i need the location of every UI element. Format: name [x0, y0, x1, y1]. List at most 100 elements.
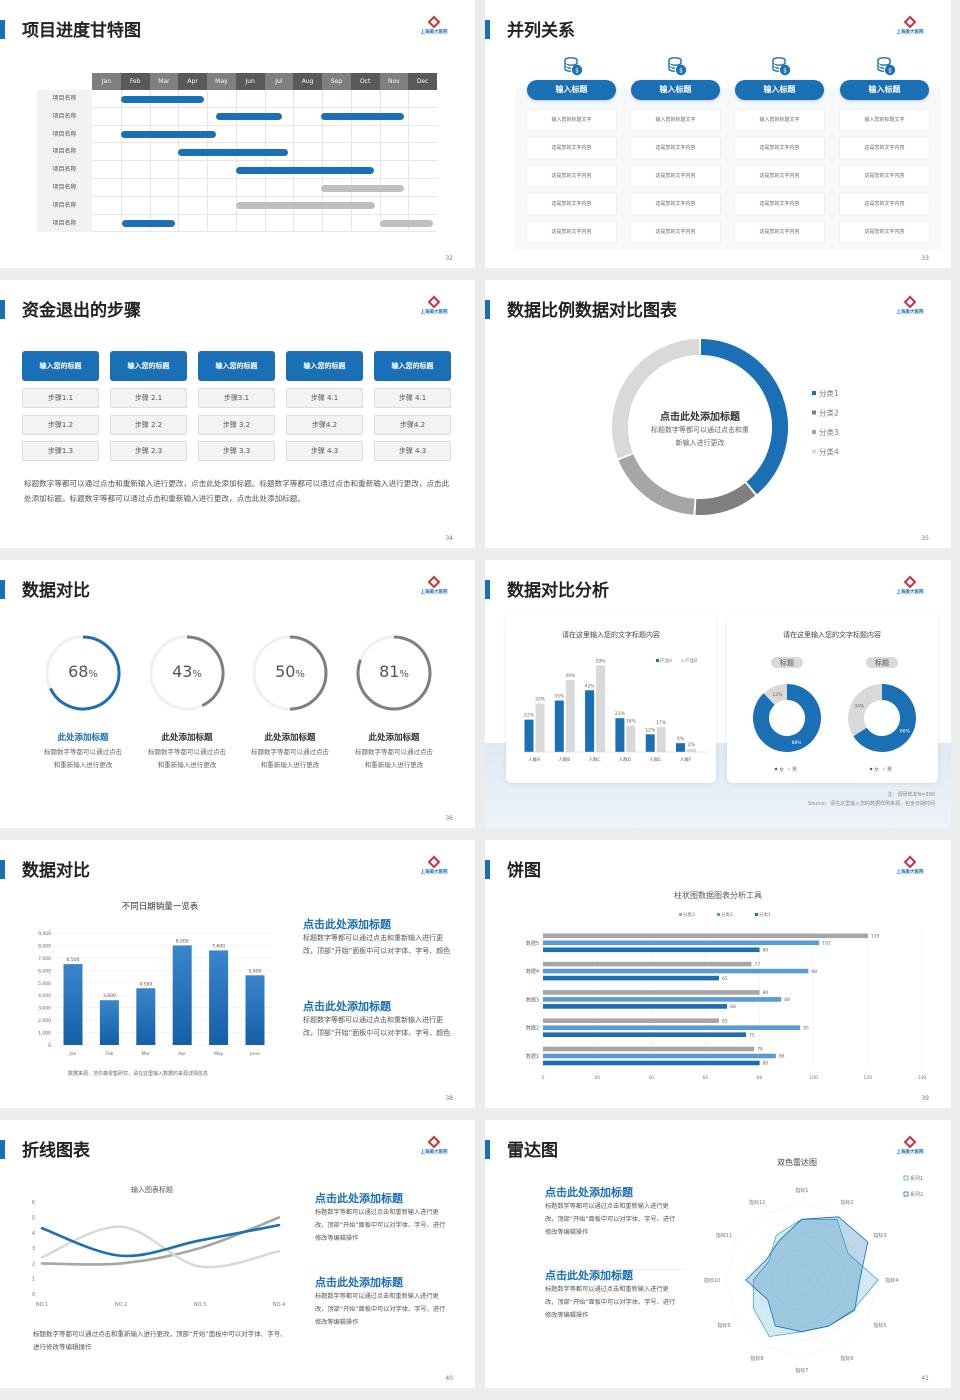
gantt-bar[interactable]: [120, 95, 205, 103]
step-box[interactable]: 步骤 4.1: [286, 388, 363, 408]
column-header-button[interactable]: 输入标题: [527, 80, 616, 100]
slide-32[interactable]: 项目进度甘特图 上海美大医院 32 Jan Feb Mar Apr May Jun Jul Aug S…: [0, 0, 475, 268]
ring-progress-arc: [186, 635, 225, 707]
slide-35[interactable]: 数据比例数据对比图表 上海美大医院 35 分类1 分类2 分类3 分类4 点击此处添加标题 标题…: [485, 280, 951, 548]
step-box[interactable]: 步骤 4.3: [286, 441, 363, 461]
content-cell[interactable]: 输入您的标题文字: [840, 110, 929, 130]
content-cell[interactable]: 这是您的文字内容: [735, 194, 824, 214]
slice-label: 34%: [854, 703, 865, 709]
gantt-bar[interactable]: [320, 113, 404, 121]
slide-41[interactable]: 雷达图 上海美大医院 41 双色雷达图 指标1 指标2 指标3 指标4 指标5 指标6 指标7 指标8…: [485, 1120, 951, 1388]
step-box[interactable]: 步骤 2.1: [110, 388, 187, 408]
grid-line: [149, 143, 151, 162]
content-cell[interactable]: 这是您的文字内容: [631, 222, 720, 242]
y-tick-label: 6: [32, 1200, 35, 1206]
grid-line: [322, 90, 323, 108]
block-heading[interactable]: 点击此处添加标题: [545, 1269, 633, 1282]
legend-label: 男: [792, 767, 797, 773]
column-header-button[interactable]: 输入标题: [735, 80, 824, 100]
bar-产品A: [615, 718, 625, 752]
horizontal-bar-chart: 柱状图数据图表分析工具 0 20 40 60 80 100 120 140 分类3 分类2 分类1 数据…: [526, 890, 927, 1081]
content-cell[interactable]: 输入您的标题文字: [735, 110, 824, 130]
content-cell[interactable]: 这是您的文字内容: [527, 166, 616, 186]
content-cell[interactable]: 这是您的文字内容: [735, 166, 824, 186]
content-cell[interactable]: 输入您的标题文字: [631, 110, 720, 130]
step-box[interactable]: 步骤4.2: [374, 414, 451, 435]
step-box[interactable]: 步骤 4.1: [374, 388, 451, 408]
content-cell[interactable]: 这是您的文字内容: [735, 138, 824, 158]
grid-line: [264, 214, 266, 233]
step-box[interactable]: 步骤3.1: [198, 388, 275, 408]
legend-dot: [869, 767, 873, 771]
content-cell[interactable]: 这是您的文字内容: [527, 194, 616, 214]
bar-data-label: 65: [722, 976, 728, 982]
slide-39[interactable]: 饼图 上海美大医院 39 柱状图数据图表分析工具 0 20 40 60 80 100 120 140 分…: [485, 840, 951, 1108]
content-cell[interactable]: 这是您的文字内容: [631, 138, 720, 158]
slide-37[interactable]: 数据对比分析上海美大医院37请在这里输入您的文字标题内容22%33%人群A35%…: [485, 560, 951, 828]
grid-line: [120, 214, 122, 233]
axis-label: 指标6: [840, 1355, 853, 1362]
block-heading[interactable]: 点击此处添加标题: [315, 1192, 403, 1205]
grid-line: [207, 196, 208, 215]
step-header-button[interactable]: 输入您的标题: [286, 351, 363, 381]
hospital-logo: 上海美大医院: [893, 295, 927, 315]
gantt-bar[interactable]: [178, 148, 288, 156]
gantt-bar[interactable]: [235, 166, 374, 174]
bar-产品A: [676, 743, 685, 752]
slide-33[interactable]: 并列关系 上海美大医院 33 $ 输入标题 输入您的标题文字 这是您的文字内容 这是您的文字内…: [485, 0, 951, 268]
gantt-bar[interactable]: [122, 220, 176, 228]
step-box[interactable]: 步骤4.2: [286, 414, 363, 435]
block-heading[interactable]: 点击此处添加标题: [315, 1276, 403, 1289]
hospital-logo: 上海美大医院: [893, 1135, 927, 1155]
grid-line: [408, 161, 410, 179]
legend-label: 分类4: [819, 447, 839, 457]
step-box[interactable]: 步骤1.2: [22, 414, 99, 435]
slide-40[interactable]: 折线图表 上海美大医院 40 输入图表标题 0 1 2 3 4 5 6 NO.1 NO.2 NO.3 NO.…: [0, 1120, 475, 1388]
bar-分类1: [543, 1060, 760, 1066]
step-header-button[interactable]: 输入您的标题: [374, 351, 451, 381]
content-cell[interactable]: 这是您的文字内容: [527, 222, 616, 242]
block-heading[interactable]: 点击此处添加标题: [303, 1000, 391, 1013]
legend-dot: [787, 767, 791, 771]
slide-36[interactable]: 数据对比 上海美大医院 36 68% 此处添加标题 标题数字等都可以通过点击和重新输入进行…: [0, 560, 475, 828]
step-box[interactable]: 步骤 2.2: [110, 414, 187, 435]
step-box[interactable]: 步骤 2.3: [110, 441, 187, 461]
month-header: Jun: [235, 73, 265, 90]
chart-title: 柱状图数据图表分析工具: [674, 890, 762, 900]
donut-slice-分类3: [618, 454, 695, 515]
content-cell[interactable]: 这是您的文字内容: [631, 166, 720, 186]
gantt-bar[interactable]: [379, 220, 433, 228]
block-heading[interactable]: 点击此处添加标题: [545, 1186, 633, 1199]
content-cell[interactable]: 这是您的文字内容: [631, 194, 720, 214]
bar-data-label: 49%: [565, 673, 576, 679]
step-header-button[interactable]: 输入您的标题: [110, 351, 187, 381]
gantt-bar[interactable]: [235, 202, 376, 210]
column-header-button[interactable]: 输入标题: [631, 80, 720, 100]
gantt-bar[interactable]: [215, 113, 282, 121]
content-cell[interactable]: 这是您的文字内容: [840, 194, 929, 214]
block-heading[interactable]: 点击此处添加标题: [303, 918, 391, 931]
gantt-bar[interactable]: [120, 131, 216, 139]
content-cell[interactable]: 这是您的文字内容: [527, 138, 616, 158]
content-cell[interactable]: 这是您的文字内容: [840, 138, 929, 158]
x-tick-label: Feb: [105, 1051, 113, 1057]
grid-line: [235, 214, 237, 233]
y-tick-label: 4: [32, 1231, 35, 1237]
content-cell[interactable]: 这是您的文字内容: [840, 166, 929, 186]
slice-label: 12%: [772, 692, 783, 698]
content-cell[interactable]: 输入您的标题文字: [527, 110, 616, 130]
step-header-button[interactable]: 输入您的标题: [198, 351, 275, 381]
step-header-button[interactable]: 输入您的标题: [22, 351, 99, 381]
slide-38[interactable]: 数据对比 上海美大医院 38 不同日期销量一览表 0 1,000 2,000 3,000 4,0…: [0, 840, 475, 1108]
slide-34[interactable]: 资金退出的步骤 上海美大医院 34 输入您的标题 步骤1.1 步骤1.2 步骤1.3 输入您的…: [0, 280, 475, 548]
gantt-bar[interactable]: [320, 184, 404, 192]
step-box[interactable]: 步骤 3.3: [198, 441, 275, 461]
column-header-button[interactable]: 输入标题: [840, 80, 929, 100]
step-box[interactable]: 步骤 4.3: [374, 441, 451, 461]
content-cell[interactable]: 这是您的文字内容: [735, 222, 824, 242]
content-cell[interactable]: 这是您的文字内容: [840, 222, 929, 242]
step-box[interactable]: 步骤1.3: [22, 441, 99, 461]
step-box[interactable]: 步骤1.1: [22, 388, 99, 408]
step-box[interactable]: 步骤 3.2: [198, 414, 275, 435]
bar-data-label: 6%: [677, 736, 685, 742]
